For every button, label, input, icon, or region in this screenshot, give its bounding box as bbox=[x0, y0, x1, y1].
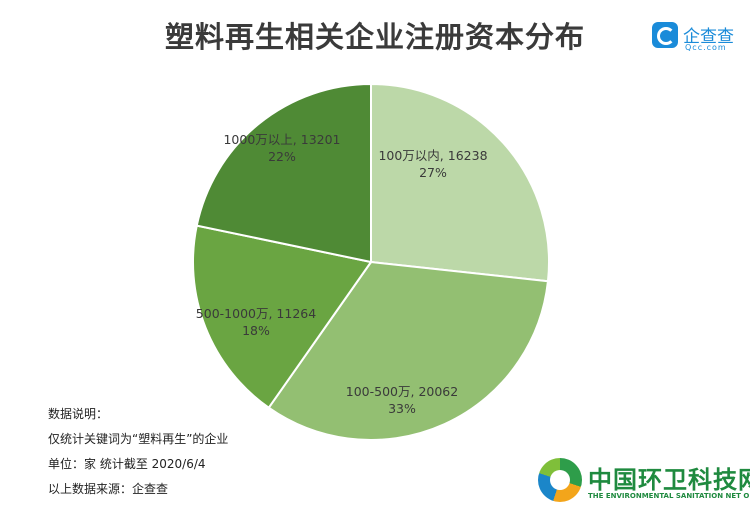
pie-slice bbox=[195, 82, 372, 264]
pie-slice bbox=[370, 82, 550, 283]
slice-label: 1000万以上, 13201 bbox=[223, 132, 340, 147]
slice-label: 100-500万, 20062 bbox=[346, 384, 458, 399]
pie-slice bbox=[192, 224, 373, 410]
footer-logo: 中国环卫科技网 THE ENVIRONMENTAL SANITATION NET… bbox=[538, 456, 750, 511]
notes-heading: 数据说明： bbox=[48, 407, 109, 421]
data-notes: 数据说明： 仅统计关键词为“塑料再生”的企业 单位：家 统计截至 2020/6/… bbox=[48, 402, 228, 502]
slice-percent: 33% bbox=[388, 401, 416, 416]
slice-label: 500-1000万, 11264 bbox=[196, 306, 316, 321]
brand-domain: Qcc.com bbox=[685, 43, 727, 52]
leaf-emblem-icon bbox=[538, 458, 582, 502]
notes-line-unit: 单位：家 统计截至 2020/6/4 bbox=[48, 457, 206, 471]
chart-title: 塑料再生相关企业注册资本分布 bbox=[164, 20, 585, 54]
slice-percent: 22% bbox=[268, 149, 296, 164]
qcc-logo-icon bbox=[652, 22, 678, 48]
footer-name-cn: 中国环卫科技网 bbox=[588, 466, 750, 494]
slice-percent: 18% bbox=[242, 323, 270, 338]
slice-percent: 27% bbox=[419, 165, 447, 180]
pie-slice bbox=[267, 260, 550, 441]
slice-label: 100万以内, 16238 bbox=[378, 148, 487, 163]
notes-line-scope: 仅统计关键词为“塑料再生”的企业 bbox=[48, 432, 229, 446]
footer-name-en: THE ENVIRONMENTAL SANITATION NET OF CHIN… bbox=[588, 492, 750, 500]
brand-name: 企查查 bbox=[683, 27, 734, 47]
brand-logo: 企查查 Qcc.com bbox=[652, 22, 744, 54]
notes-line-source: 以上数据来源：企查查 bbox=[48, 482, 169, 496]
